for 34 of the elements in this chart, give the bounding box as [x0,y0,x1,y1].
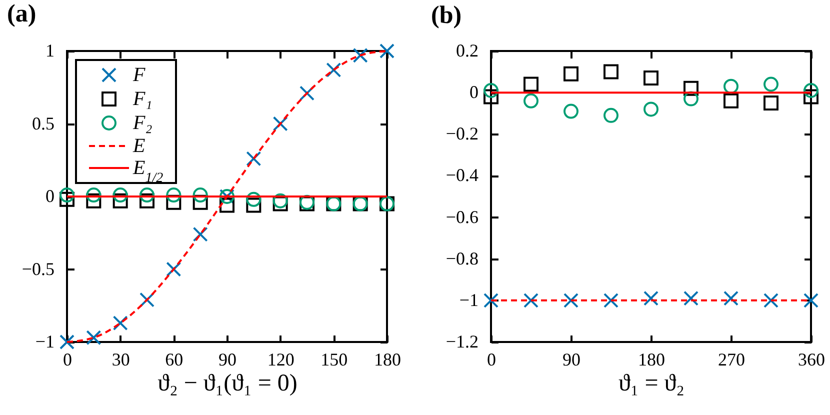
legend-label: E [132,135,146,157]
x-tick-label: 270 [718,350,745,370]
x-tick-label: 90 [562,350,580,370]
y-tick-label: −1 [35,332,54,352]
y-tick-label: 0.5 [32,113,54,134]
y-tick-label: 1 [46,40,54,60]
y-tick-label: −0.6 [446,206,478,227]
x-tick-label: 360 [798,350,825,370]
y-tick-label: 0 [46,186,54,206]
x-tick-label: 180 [638,350,665,370]
legend-label: F [132,64,146,86]
x-tick-label: 120 [267,350,294,370]
x-tick-label: 150 [320,350,348,370]
x-tick-label: 180 [374,350,401,370]
x-tick-label: 90 [218,350,236,370]
y-tick-label: −0.2 [446,124,478,144]
legend-label: F₁ [132,88,152,110]
x-tick-label: 0 [63,350,72,370]
chart-title: (a) [7,0,36,28]
x-tick-label: 60 [165,350,184,370]
x-tick-label: 30 [112,350,130,370]
y-tick-label: 0 [470,82,478,102]
x-tick-label: 0 [487,350,496,370]
x-axis-title: ϑ₁ = ϑ₂ [618,370,685,396]
legend-label: F₂ [132,112,152,134]
y-tick-label: −0.5 [22,258,54,279]
y-tick-label: −1.2 [446,332,478,352]
chart-title: (b) [431,2,462,29]
y-tick-label: −0.4 [446,165,478,186]
x-axis-title: ϑ₂ − ϑ₁(ϑ₁ = 0) [158,370,298,396]
y-tick-label: −1 [459,290,478,310]
y-tick-label: 0.2 [456,40,478,60]
legend-label: E$_{1/2}$ [132,157,164,186]
y-tick-label: −0.8 [446,248,478,268]
